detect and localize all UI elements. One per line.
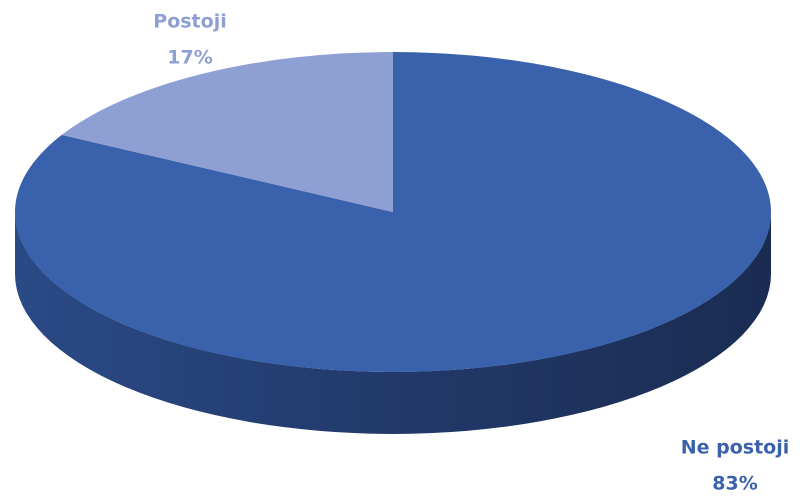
slice	[61, 52, 393, 212]
slice	[15, 52, 772, 372]
slice-label: Ne postoji	[681, 437, 790, 459]
slice-side	[15, 212, 771, 434]
slice-label: Postoji	[153, 11, 226, 33]
value-label: 17%	[167, 47, 212, 69]
value-label: 83%	[712, 473, 757, 495]
